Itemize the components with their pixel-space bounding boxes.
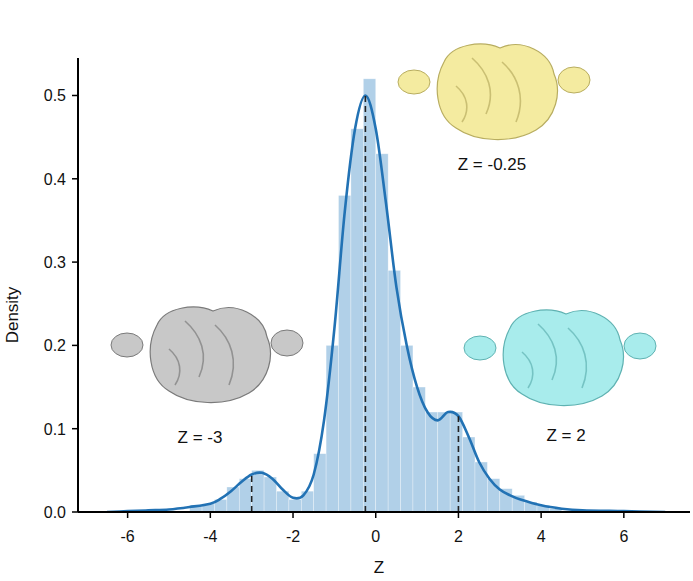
- hist-bar: [326, 345, 338, 512]
- annotation-label: Z = -0.25: [458, 155, 527, 174]
- x-tick-label: -6: [121, 528, 135, 545]
- annotation-line: [251, 475, 253, 512]
- x-tick-label: 2: [454, 528, 463, 545]
- hist-bar: [401, 345, 413, 512]
- y-tick: [72, 178, 78, 180]
- y-tick: [72, 511, 78, 513]
- y-tick: [72, 345, 78, 347]
- x-tick-label: 4: [537, 528, 546, 545]
- y-tick: [72, 95, 78, 97]
- structure-map: [464, 310, 656, 405]
- map-detail: [522, 324, 586, 388]
- x-tick: [540, 512, 542, 518]
- map-body: [150, 307, 270, 402]
- hist-bar: [252, 470, 264, 512]
- map-domain: [111, 333, 143, 357]
- plot-area: [107, 79, 665, 512]
- map-domain: [464, 336, 496, 360]
- kde-line: [107, 95, 665, 512]
- map-detail: [169, 321, 233, 385]
- x-tick-label: 0: [371, 528, 380, 545]
- x-tick-label: -4: [203, 528, 217, 545]
- x-tick: [623, 512, 625, 518]
- x-tick: [292, 512, 294, 518]
- x-axis-label: Z: [374, 558, 384, 577]
- hist-bar: [450, 412, 462, 512]
- y-tick-label: 0.4: [44, 171, 66, 188]
- hist-bar: [289, 500, 301, 512]
- map-domain: [398, 70, 430, 94]
- x-tick-label: -2: [286, 528, 300, 545]
- x-tick: [375, 512, 377, 518]
- hist-bar: [438, 412, 450, 512]
- y-tick: [72, 428, 78, 430]
- chart: -6 -4 -2 0 2 4 6 0.0 0.1 0.2 0.3 0.4 0.5 Z Density Z = …: [0, 0, 693, 581]
- y-tick-label: 0.3: [44, 254, 66, 271]
- annotation-line: [458, 416, 460, 512]
- annotation-line: [365, 95, 367, 512]
- x-tick: [127, 512, 129, 518]
- x-tick-label: 6: [619, 528, 628, 545]
- y-axis-line: [77, 58, 79, 512]
- map-domain: [624, 333, 656, 359]
- hist-bar: [351, 129, 363, 512]
- y-axis-label: Density: [3, 286, 22, 343]
- y-tick-label: 0.5: [44, 87, 66, 104]
- hist-bar: [475, 462, 487, 512]
- map-detail: [456, 58, 520, 122]
- map-domain: [271, 330, 303, 356]
- x-tick: [458, 512, 460, 518]
- hist-bar: [363, 79, 375, 512]
- map-domain: [558, 67, 590, 93]
- hist-bar: [339, 195, 351, 512]
- structure-map: [111, 307, 303, 402]
- x-tick: [210, 512, 212, 518]
- annotation-label: Z = -3: [178, 428, 223, 447]
- x-axis-line: [78, 511, 690, 513]
- map-body: [503, 310, 623, 405]
- y-tick-label: 0.2: [44, 337, 66, 354]
- y-tick-label: 0.0: [44, 504, 66, 521]
- y-tick-label: 0.1: [44, 421, 66, 438]
- structure-map: [398, 44, 590, 139]
- map-body: [437, 44, 557, 139]
- annotation-label: Z = 2: [546, 426, 585, 445]
- hist-bar: [425, 412, 437, 512]
- y-tick: [72, 261, 78, 263]
